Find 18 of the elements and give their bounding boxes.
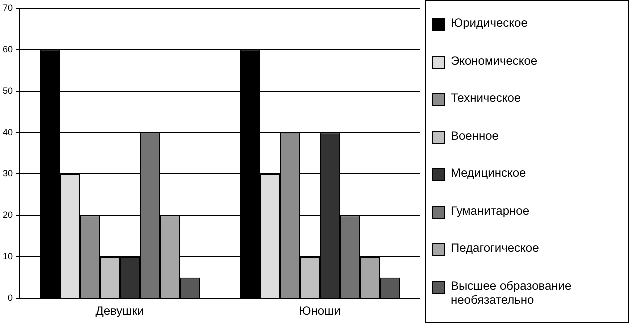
y-tick-label: 20 [2,210,14,220]
legend-label: Военное [451,128,499,143]
y-tick-label: 30 [2,168,14,179]
legend-label: Медицинское [451,166,526,180]
y-tick-label: 70 [2,2,14,13]
legend-label: Экономическое [451,54,538,68]
legend-label: Техническое [451,91,522,106]
y-tick-label: 50 [2,86,14,96]
y-tick-label: 40 [2,127,14,138]
y-tick-label: 10 [2,252,14,262]
x-tick-label: Девушки [96,304,144,318]
legend-label: Педагогическое [451,241,540,256]
y-tick-label: 60 [2,44,14,54]
y-tick-label: 0 [8,293,14,304]
legend-label: Гуманитарное [451,204,530,218]
legend-label: Высшее образование необязательно [451,278,573,307]
x-tick-label: Юноши [299,304,341,318]
legend-label: Юридическое [451,16,528,30]
